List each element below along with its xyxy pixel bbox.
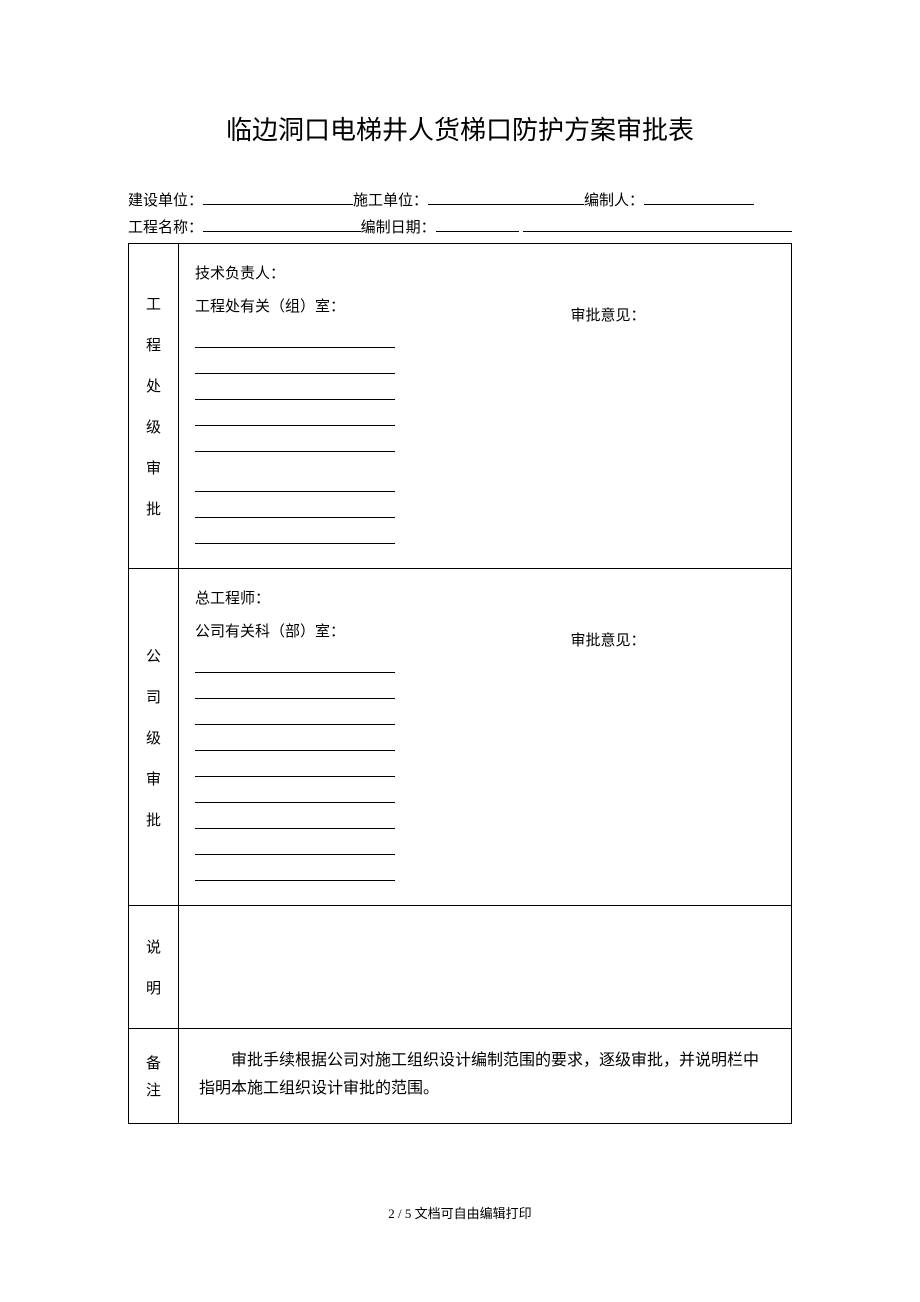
vertical-char: 司 — [146, 686, 161, 707]
vertical-char: 批 — [146, 498, 161, 519]
row-label: 公司级审批 — [129, 569, 179, 905]
fill-line — [195, 757, 395, 777]
tech-leader-label: 技术负责人： — [195, 262, 445, 283]
row-label: 备注 — [129, 1029, 179, 1123]
vertical-char: 说 — [146, 936, 161, 957]
fill-line — [195, 679, 395, 699]
vertical-char: 公 — [146, 645, 161, 666]
vertical-char: 明 — [146, 977, 161, 998]
fill-line — [195, 835, 395, 855]
approval-opinion-label: 审批意见： — [445, 629, 771, 650]
row-label: 工程处级审批 — [129, 244, 179, 568]
fill-line — [195, 653, 395, 673]
field-underline — [428, 187, 584, 205]
vertical-char: 级 — [146, 416, 161, 437]
header-info: 建设单位： 施工单位： 编制人： 工程名称： 编制日期： — [128, 187, 792, 241]
table-row-project-level: 工程处级审批 技术负责人： 工程处有关（组）室： 审 — [129, 244, 791, 569]
remark-text: 审批手续根据公司对施工组织设计编制范围的要求，逐级审批，并说明栏中指明本施工组织… — [179, 1029, 791, 1123]
vertical-char: 注 — [146, 1079, 161, 1100]
vertical-char: 程 — [146, 334, 161, 355]
company-dept-label: 公司有关科（部）室： — [195, 620, 445, 641]
fill-line — [195, 328, 395, 348]
field-label-date: 编制日期： — [361, 215, 436, 241]
vertical-char: 级 — [146, 727, 161, 748]
field-label-construct-unit: 施工单位： — [353, 188, 428, 214]
field-label-author: 编制人： — [584, 188, 644, 214]
document-title: 临边洞口电梯井人货梯口防护方案审批表 — [128, 110, 792, 147]
vertical-char: 审 — [146, 768, 161, 789]
field-underline — [203, 214, 361, 232]
approval-table: 工程处级审批 技术负责人： 工程处有关（组）室： 审 — [128, 243, 792, 1124]
vertical-char: 审 — [146, 457, 161, 478]
chief-engineer-label: 总工程师： — [195, 587, 445, 608]
fill-line — [195, 809, 395, 829]
field-underline — [436, 214, 519, 232]
footer-text: 文档可自由编辑打印 — [415, 1206, 532, 1221]
fill-line — [195, 524, 395, 544]
fill-line — [195, 731, 395, 751]
table-row-remark: 备注 审批手续根据公司对施工组织设计编制范围的要求，逐级审批，并说明栏中指明本施… — [129, 1029, 791, 1123]
field-underline — [644, 187, 754, 205]
fill-line — [195, 406, 395, 426]
fill-line — [195, 472, 395, 492]
approval-opinion-label: 审批意见： — [445, 304, 771, 325]
vertical-char: 工 — [146, 293, 161, 314]
fill-line — [195, 354, 395, 374]
field-label-build-unit: 建设单位： — [128, 188, 203, 214]
field-underline — [523, 214, 792, 232]
page-number: 2 / 5 — [388, 1206, 411, 1221]
dept-label: 工程处有关（组）室： — [195, 295, 445, 316]
page-footer: 2 / 5 文档可自由编辑打印 — [0, 1203, 920, 1222]
fill-line — [195, 783, 395, 803]
field-underline — [203, 187, 353, 205]
fill-line — [195, 705, 395, 725]
table-row-company-level: 公司级审批 总工程师： 公司有关科（部）室： 审批意 — [129, 569, 791, 906]
fill-line — [195, 861, 395, 881]
fill-line — [195, 498, 395, 518]
fill-line — [195, 432, 395, 452]
row-label: 说明 — [129, 906, 179, 1028]
vertical-char: 批 — [146, 809, 161, 830]
field-label-project: 工程名称： — [128, 215, 203, 241]
vertical-char: 备 — [146, 1052, 161, 1073]
vertical-char: 处 — [146, 375, 161, 396]
fill-line — [195, 380, 395, 400]
table-row-description: 说明 — [129, 906, 791, 1029]
